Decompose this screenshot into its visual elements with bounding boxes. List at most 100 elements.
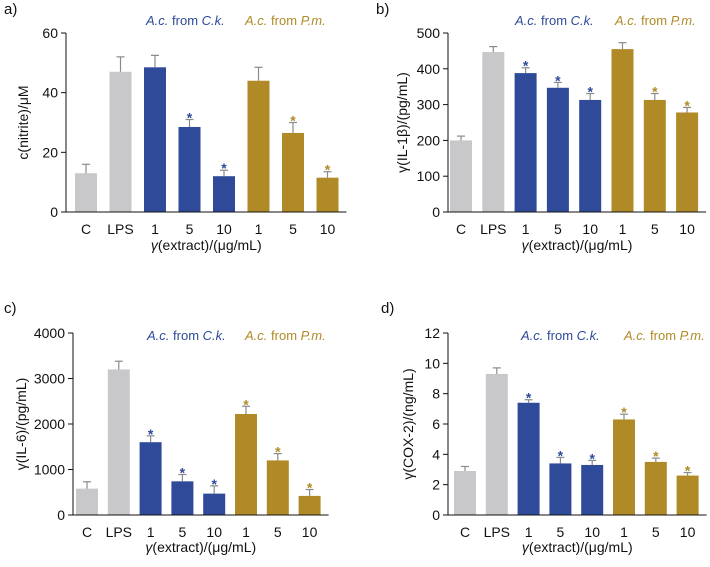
bar-5 xyxy=(235,413,257,515)
legend-species: A.c. xyxy=(623,328,646,343)
bar-4 xyxy=(581,464,604,515)
legend-from: from xyxy=(168,13,201,28)
x-tick-label-4: 10 xyxy=(584,524,600,540)
x-axis-label-text: (extract)/(μg/mL) xyxy=(529,237,633,253)
x-tick-label-7: 10 xyxy=(302,524,318,540)
y-tick-label-1: 20 xyxy=(42,144,58,160)
x-tick-label-6: 5 xyxy=(274,524,282,540)
legend-from: from xyxy=(543,328,576,343)
y-tick-label-1: 1000 xyxy=(34,462,65,478)
significance-star-3: * xyxy=(558,447,564,463)
bar-6 xyxy=(644,461,667,515)
legend-species: A.c. xyxy=(146,328,169,343)
x-axis-label: γ(extract)/(μg/mL) xyxy=(151,237,262,253)
x-tick-label-5: 1 xyxy=(620,524,628,540)
x-tick-label-4: 10 xyxy=(216,221,232,237)
significance-star-6: * xyxy=(275,444,281,460)
y-axis-label: γ(IL-6)/(pg/mL) xyxy=(13,378,29,471)
x-tick-label-7: 10 xyxy=(679,221,695,237)
legend-species: A.c. xyxy=(244,328,267,343)
y-tick-label-2: 4 xyxy=(432,446,440,462)
x-tick-label-0: C xyxy=(82,524,92,540)
x-tick-label-0: C xyxy=(456,221,466,237)
x-axis-label: γ(extract)/(μg/mL) xyxy=(522,539,633,555)
significance-star-4: * xyxy=(589,450,595,466)
significance-star-7: * xyxy=(685,463,691,479)
legend-from: from xyxy=(169,328,202,343)
x-tick-label-6: 5 xyxy=(651,221,659,237)
legend-entry-pm: A.c. from P.m. xyxy=(244,328,326,343)
x-axis-label-text: (extract)/(μg/mL) xyxy=(529,539,633,555)
bar-6 xyxy=(643,99,666,212)
legend-from: from xyxy=(267,328,300,343)
x-tick-label-2: 1 xyxy=(522,221,530,237)
x-tick-label-1: LPS xyxy=(106,524,132,540)
y-tick-label-5: 10 xyxy=(424,355,440,371)
y-tick-label-0: 0 xyxy=(50,204,58,220)
legend-source: P.m. xyxy=(671,13,696,28)
bar-3 xyxy=(546,87,569,212)
y-tick-label-2: 40 xyxy=(42,85,58,101)
bar-5 xyxy=(613,419,635,515)
legend-species: A.c. xyxy=(145,13,168,28)
bar-2 xyxy=(144,67,166,212)
significance-star-2: * xyxy=(526,390,532,406)
bar-0 xyxy=(450,140,472,212)
bar-1 xyxy=(485,373,508,515)
legend-source: P.m. xyxy=(680,328,705,343)
y-tick-label-6: 12 xyxy=(424,325,440,341)
bar-6 xyxy=(266,460,289,515)
panel-label: b) xyxy=(376,1,389,18)
x-axis-label: γ(extract)/(μg/mL) xyxy=(522,237,633,253)
x-tick-label-0: C xyxy=(460,524,470,540)
significance-star-3: * xyxy=(180,465,186,481)
significance-star-3: * xyxy=(555,72,561,88)
bar-4 xyxy=(579,99,602,212)
bar-3 xyxy=(178,126,201,212)
y-axis-label: c(nitrite)/μM xyxy=(15,85,31,159)
panel-c: c)A.c. from C.k. A.c. from P.m.C LPS*1*5*1… xyxy=(4,300,329,555)
y-tick-label-4: 400 xyxy=(417,61,441,77)
legend-entry-ck: A.c. from C.k. xyxy=(514,13,594,28)
bar-1 xyxy=(109,71,132,213)
panel-label: d) xyxy=(381,300,394,317)
y-axis-label: γ(COX-2)/(ng/mL) xyxy=(400,368,416,479)
bar-7 xyxy=(676,475,699,515)
legend-source: P.m. xyxy=(301,13,326,28)
significance-star-5: * xyxy=(621,404,627,420)
x-tick-label-5: 1 xyxy=(255,221,263,237)
legend-species: A.c. xyxy=(244,13,267,28)
x-axis-label-symbol: γ xyxy=(522,237,530,253)
significance-star-7: * xyxy=(307,480,313,496)
legend-from: from xyxy=(537,13,570,28)
legend-source: P.m. xyxy=(301,328,326,343)
x-tick-label-3: 5 xyxy=(557,524,565,540)
y-tick-label-3: 60 xyxy=(42,25,58,41)
y-tick-label-1: 2 xyxy=(432,477,440,493)
bar-7 xyxy=(316,177,339,212)
legend-entry-pm: A.c. from P.m. xyxy=(623,328,705,343)
significance-star-2: * xyxy=(523,58,529,74)
bar-1 xyxy=(107,369,130,515)
x-tick-label-2: 1 xyxy=(525,524,533,540)
panel-label: a) xyxy=(4,1,17,18)
bar-2 xyxy=(514,73,537,212)
y-tick-label-1: 100 xyxy=(417,168,441,184)
legend-entry-pm: A.c. from P.m. xyxy=(244,13,326,28)
x-tick-label-4: 10 xyxy=(206,524,222,540)
y-tick-label-3: 6 xyxy=(432,416,440,432)
panel-a: a)A.c. from C.k. A.c. from P.m.C LPS 1*5*10… xyxy=(4,1,347,253)
y-tick-label-2: 2000 xyxy=(34,416,65,432)
panel-d: d)A.c. from C.k. A.c. from P.m.C LPS*1*5*1… xyxy=(381,300,707,555)
legend-source: C.k. xyxy=(571,13,594,28)
x-tick-label-7: 10 xyxy=(320,221,336,237)
significance-star-7: * xyxy=(684,97,690,113)
bar-5 xyxy=(611,49,634,212)
x-tick-label-1: LPS xyxy=(480,221,506,237)
legend-entry-pm: A.c. from P.m. xyxy=(614,13,696,28)
bar-0 xyxy=(75,173,97,212)
x-tick-label-0: C xyxy=(81,221,91,237)
panel-b: b) A.c. from C.k. A.c. from P.m. C LPS * 1 * 5 * 1… xyxy=(376,1,707,253)
bar-0 xyxy=(454,471,476,515)
